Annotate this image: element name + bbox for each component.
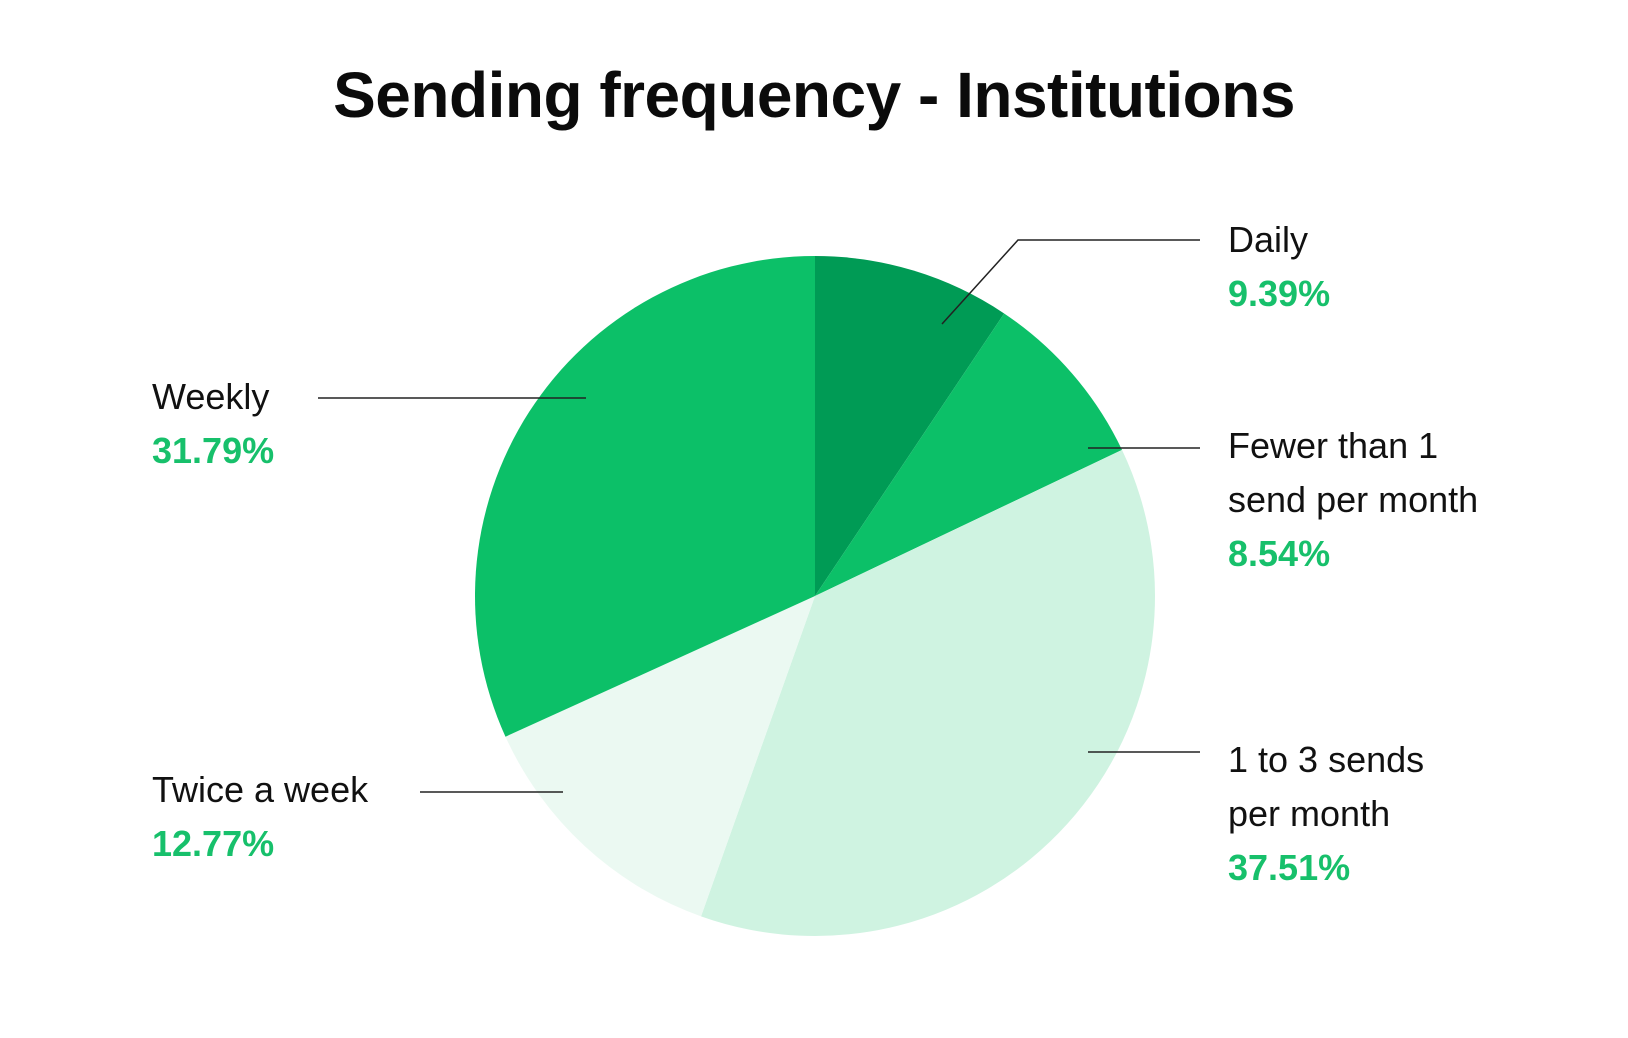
pie-slice-2: [815, 313, 1123, 596]
pie-slice-1: [815, 256, 1005, 596]
leader-line-1: [941, 239, 1200, 325]
pie-slice-4: [505, 596, 815, 917]
slice-value-4: 12.77%: [152, 823, 274, 864]
slice-label-2-line-1: Fewer than 1: [1228, 425, 1438, 466]
slice-value-1: 9.39%: [1228, 273, 1330, 314]
slice-label-1-line-1: Daily: [1228, 219, 1308, 260]
slice-value-2: 8.54%: [1228, 533, 1330, 574]
slice-value-5: 31.79%: [152, 430, 274, 471]
pie-slices: [474, 256, 1155, 936]
slice-labels: Daily 9.39% Fewer than 1 send per month 8.54…: [152, 219, 1478, 888]
slice-label-3-line-1: 1 to 3 sends: [1228, 739, 1424, 780]
pie-slice-3: [701, 449, 1155, 936]
slice-label-3-line-2: per month: [1228, 793, 1390, 834]
pie-slice-5: [474, 256, 815, 737]
chart-title: Sending frequency - Institutions: [333, 59, 1295, 131]
slice-value-3: 37.51%: [1228, 847, 1350, 888]
leader-lines: [318, 239, 1200, 793]
slice-label-5-line-1: Weekly: [152, 376, 269, 417]
slice-label-4-line-1: Twice a week: [152, 769, 369, 810]
slice-label-2-line-2: send per month: [1228, 479, 1478, 520]
